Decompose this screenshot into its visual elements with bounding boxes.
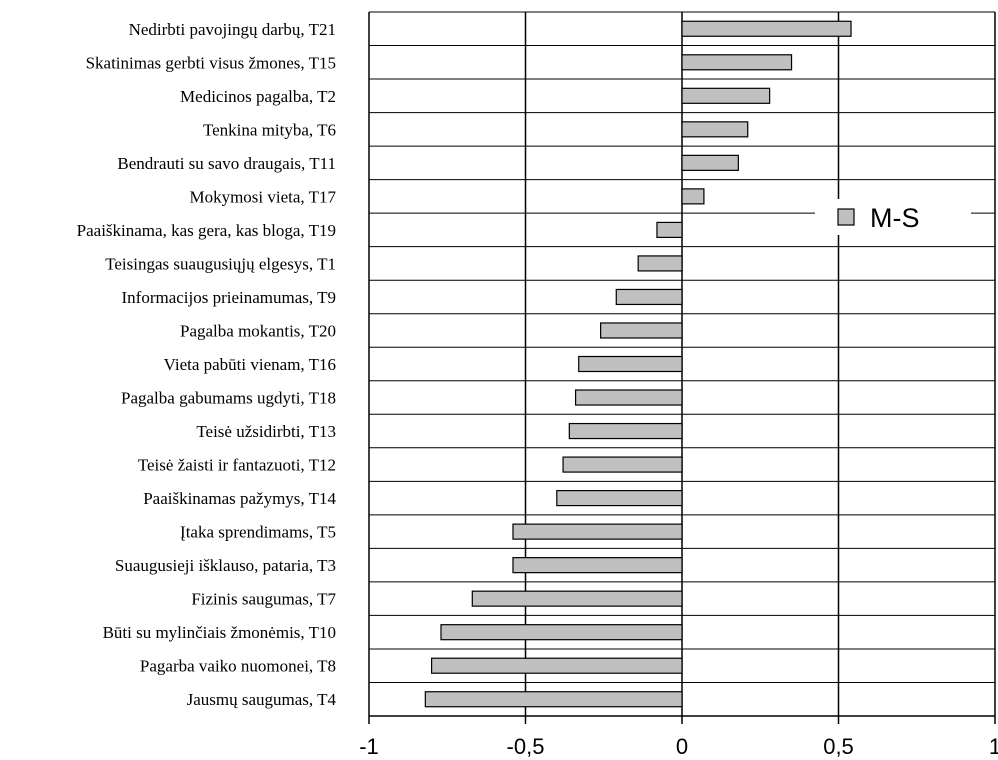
bar	[681, 20, 852, 37]
bar	[637, 255, 683, 272]
x-tick-label: -0,5	[507, 734, 545, 759]
category-label: Tenkina mityba, T6	[203, 120, 336, 139]
x-tick-label: 0	[676, 734, 688, 759]
x-tick-label: 1	[989, 734, 998, 759]
bar	[471, 590, 683, 607]
bar	[556, 489, 683, 507]
category-label: Pagalba mokantis, T20	[180, 321, 336, 340]
bar	[568, 422, 683, 440]
legend-label: M-S	[870, 203, 920, 233]
category-label: Nedirbti pavojingų darbų, T21	[129, 20, 336, 39]
bar	[656, 221, 683, 239]
bar	[574, 389, 683, 406]
bar	[512, 557, 683, 574]
bar	[440, 624, 683, 641]
bar	[615, 288, 683, 306]
bar	[681, 154, 739, 171]
bar	[431, 657, 683, 674]
x-tick-label: 0,5	[823, 734, 854, 759]
bar	[681, 54, 793, 71]
category-label: Teisingas suaugusiųjų elgesys, T1	[105, 254, 336, 273]
category-label: Įtaka sprendimams, T5	[180, 523, 336, 542]
category-label: Fizinis saugumas, T7	[191, 590, 336, 609]
category-label: Mokymosi vieta, T17	[189, 187, 336, 206]
category-label: Skatinimas gerbti visus žmones, T15	[86, 53, 336, 72]
bar	[681, 87, 771, 104]
category-label: Paaiškinama, kas gera, kas bloga, T19	[77, 221, 336, 240]
category-label: Bendrauti su savo draugais, T11	[117, 154, 336, 173]
category-label: Pagarba vaiko nuomonei, T8	[140, 657, 336, 676]
x-tick-label: -1	[359, 734, 379, 759]
legend-swatch	[837, 208, 855, 226]
category-label: Vieta pabūti vienam, T16	[164, 355, 336, 374]
category-label: Informacijos prieinamumas, T9	[122, 288, 337, 307]
category-label: Jausmų saugumas, T4	[187, 690, 337, 709]
category-label: Teisė užsidirbti, T13	[196, 422, 336, 441]
bar	[681, 188, 705, 205]
category-label: Paaiškinamas pažymys, T14	[143, 489, 336, 508]
bar	[562, 456, 683, 473]
bar	[681, 121, 749, 138]
bar	[578, 355, 683, 373]
category-label: Būti su mylinčiais žmonėmis, T10	[103, 623, 336, 642]
category-label: Teisė žaisti ir fantazuoti, T12	[138, 456, 336, 475]
bar	[600, 322, 683, 339]
category-label: Medicinos pagalba, T2	[180, 87, 336, 106]
category-label: Pagalba gabumams ugdyti, T18	[121, 389, 336, 408]
bar	[512, 523, 683, 540]
category-label: Suaugusieji išklauso, pataria, T3	[115, 556, 336, 575]
bar	[424, 691, 683, 708]
